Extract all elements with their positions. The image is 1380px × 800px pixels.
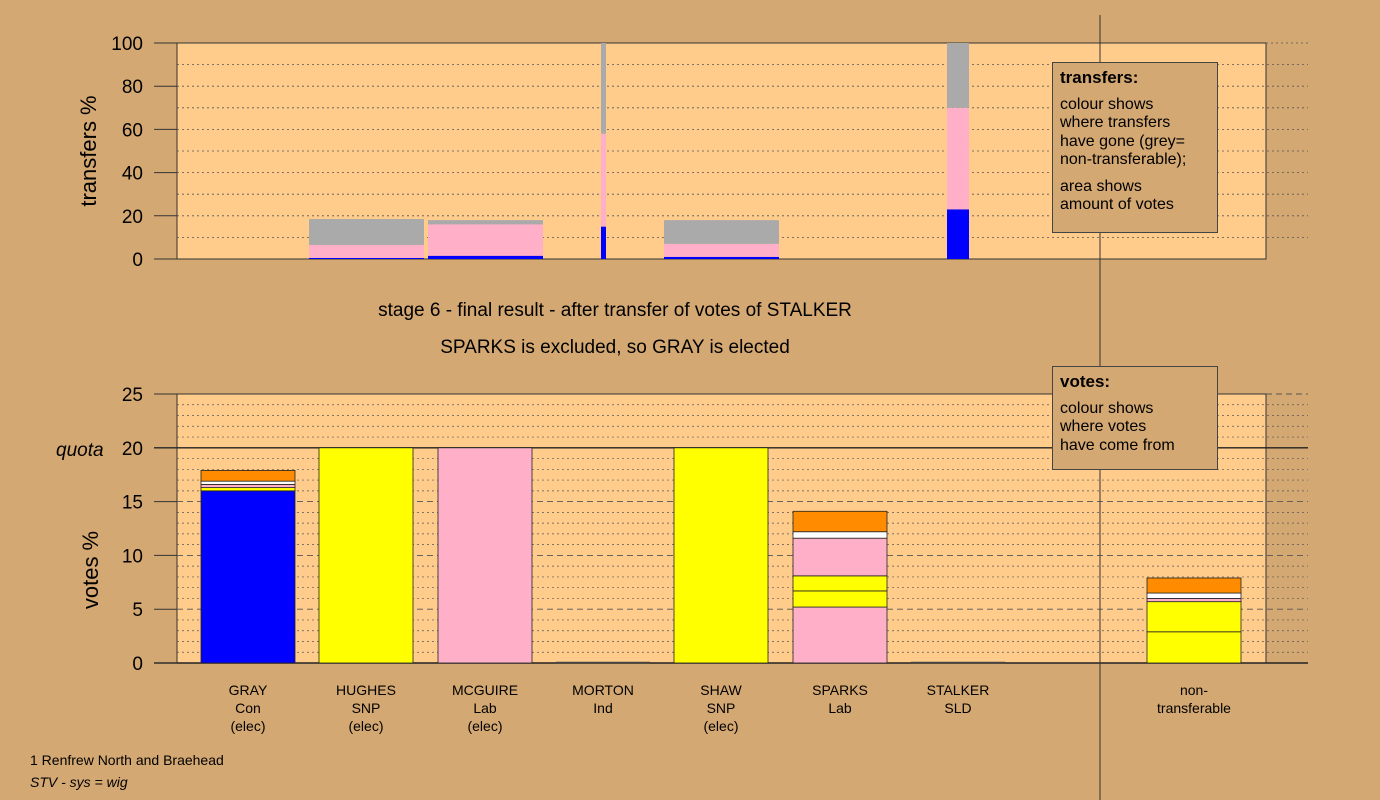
votes-tick-label: 10 [122,546,143,567]
transfer-bar-segment [309,257,424,259]
transfer-bar-segment [664,220,779,244]
vote-bar-segment [792,590,888,608]
candidate-label-line: (elec) [348,718,383,734]
transfers-legend-line: have gone (grey= [1060,132,1185,150]
vote-bar-segment [1146,598,1242,603]
candidate-label-line: Ind [593,700,612,716]
stv-system: STV - sys = wig [30,774,128,790]
transfers-bars [309,43,969,259]
votes-legend-line: have come from [1060,436,1175,454]
votes-legend-line: where votes [1060,418,1147,435]
candidate-label-line: SHAW [700,682,742,698]
candidate-label-line: transferable [1157,700,1231,716]
vote-bar-segment [792,531,888,539]
votes-axis: 0 5 10 15 20 25 quota votes % [56,385,177,675]
vote-bar-segment [437,447,533,664]
vote-bar-segment [200,480,296,485]
votes-legend-line: colour shows [1060,399,1154,417]
vote-bar-segment [792,510,888,533]
vote-bar-segment [792,575,888,592]
transfers-tick-label: 100 [111,34,143,55]
transfers-legend-box: transfers: colour shows where transfers … [1052,62,1218,233]
votes-tick-label: 20 [122,439,143,460]
transfer-bar-segment [309,244,424,258]
transfers-axis: 0 20 40 60 80 100 transfers % [76,34,177,271]
candidate-label-line: HUGHES [336,682,396,698]
candidate-label-line: Lab [473,700,497,716]
vote-bar-segment [200,483,296,489]
vote-bar-segment [1146,631,1242,664]
candidate-label-line: MORTON [572,682,634,698]
quota-label: quota [56,440,104,461]
transfer-bar-segment [428,220,543,225]
vote-bar-segment [792,537,888,577]
transfers-tick-label: 0 [132,250,143,271]
ward-name: 1 Renfrew North and Braehead [30,752,224,768]
vote-bar-segment [318,447,414,664]
transfers-tick-label: 80 [122,77,143,98]
transfer-bar-segment [664,256,779,259]
transfer-bar-segment [947,209,969,259]
transfer-bar-segment [947,43,969,108]
candidate-label-line: STALKER [927,682,990,698]
transfers-legend-line: amount of votes [1060,196,1174,213]
candidate-label-line: Lab [828,700,852,716]
candidate-label-line: Con [235,700,261,716]
candidate-label-line: (elec) [703,718,738,734]
candidate-label-line: GRAY [229,682,268,698]
transfers-tick-label: 40 [122,164,143,185]
candidate-label-line: (elec) [230,718,265,734]
vote-bar-segment [1146,577,1242,594]
vote-bar-segment [200,487,296,492]
stage-outcome: SPARKS is excluded, so GRAY is elected [440,337,790,358]
transfer-bar-segment [309,219,424,245]
vote-bar-segment [792,606,888,664]
transfers-tick-label: 20 [122,207,143,228]
transfers-legend-line: non-transferable); [1060,151,1187,168]
votes-tick-label: 5 [132,600,143,621]
votes-tick-label: 25 [122,385,143,406]
votes-tick-label: 0 [132,654,143,675]
transfer-bar-segment [947,107,969,210]
candidate-label-line: SNP [707,700,736,716]
transfers-axis-title: transfers % [76,95,101,206]
candidate-label-line: non- [1180,682,1208,698]
candidate-label-line: SPARKS [812,682,868,698]
transfers-tick-label: 60 [122,120,143,141]
transfers-legend-line: where transfers [1060,114,1171,131]
transfer-bar-segment [601,226,606,259]
transfer-bar-segment [601,133,606,227]
transfer-bar-segment [601,43,606,134]
transfer-bar-segment [428,224,543,256]
stage-description: stage 6 - final result - after transfer … [378,300,852,321]
votes-axis-title: votes % [78,531,103,609]
vote-bar-segment [200,469,296,482]
transfers-legend-line: colour shows [1060,95,1154,113]
transfers-legend-title: transfers: [1060,68,1139,87]
vote-bar-segment [1146,592,1242,599]
transfer-bar-segment [428,255,543,259]
candidate-label-line: SNP [352,700,381,716]
candidate-labels: GRAY Con (elec) HUGHES SNP (elec) MCGUIRE Lab (e… [229,682,1231,734]
candidate-label-line: SLD [944,700,971,716]
transfers-legend-line: area shows [1060,177,1142,195]
votes-tick-label: 15 [122,493,143,514]
vote-bar-segment [200,490,296,664]
candidate-label-line: (elec) [467,718,502,734]
vote-bar-segment [673,447,769,664]
candidate-label-line: MCGUIRE [452,682,518,698]
votes-legend-box: votes: colour shows where votes have com… [1052,366,1218,470]
votes-bars [200,447,1242,664]
votes-legend-title: votes: [1060,372,1111,391]
vote-bar-segment [1146,601,1242,633]
transfer-bar-segment [664,243,779,257]
